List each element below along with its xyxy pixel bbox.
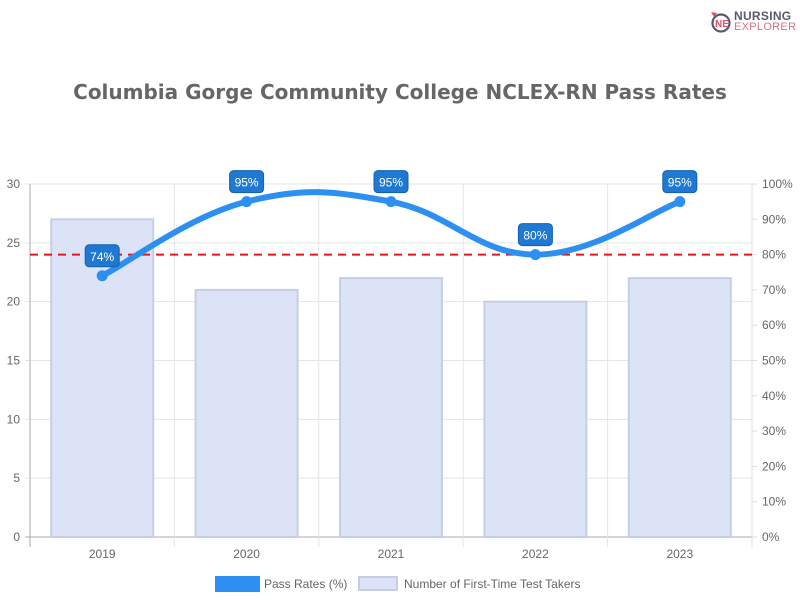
y-left-tick-label: 25 xyxy=(7,236,21,250)
legend-swatch-test-takers xyxy=(358,576,398,591)
nursing-explorer-logo: NE NURSING EXPLORER xyxy=(710,8,797,36)
logo-text-1: NURSING xyxy=(734,9,792,23)
x-tick-label: 2022 xyxy=(522,547,549,561)
data-label: 95% xyxy=(379,176,403,190)
data-label: 80% xyxy=(523,229,547,243)
data-label: 95% xyxy=(235,176,259,190)
bar-2023 xyxy=(627,277,732,538)
data-label-box xyxy=(662,170,698,194)
x-tick-label: 2019 xyxy=(89,547,116,561)
legend-label-pass-rates: Pass Rates (%) xyxy=(264,577,347,591)
pass-rate-point-2023 xyxy=(674,196,686,208)
y-left-tick-label: 5 xyxy=(13,471,20,485)
chart-title: Columbia Gorge Community College NCLEX-R… xyxy=(73,80,727,104)
y-right-tick-label: 30% xyxy=(762,424,786,438)
y-right-tick-label: 10% xyxy=(762,495,786,509)
y-right-tick-label: 70% xyxy=(762,283,786,297)
logo-icon: NE xyxy=(711,12,731,33)
bar-2021 xyxy=(339,277,443,538)
data-label-box xyxy=(517,223,553,247)
y-right-tick-label: 90% xyxy=(762,212,786,226)
y-left-tick-label: 10 xyxy=(7,412,21,426)
data-label-box xyxy=(373,170,409,194)
y-left-tick-label: 30 xyxy=(7,177,21,191)
y-right-tick-label: 50% xyxy=(762,354,786,368)
pass-rate-point-2022 xyxy=(529,249,541,261)
pass-rate-point-2019 xyxy=(96,270,108,282)
y-right-tick-label: 40% xyxy=(762,389,786,403)
y-left-tick-label: 15 xyxy=(7,354,21,368)
y-left-tick-label: 20 xyxy=(7,295,21,309)
data-label-box xyxy=(84,244,120,268)
pass-rate-point-2021 xyxy=(385,196,397,208)
x-tick-label: 2020 xyxy=(233,547,260,561)
data-label-box xyxy=(229,170,265,194)
y-right-tick-label: 0% xyxy=(762,530,780,544)
y-right-tick-label: 60% xyxy=(762,318,786,332)
svg-text:NE: NE xyxy=(715,19,729,30)
legend-swatch-pass-rates xyxy=(215,576,260,592)
x-tick-label: 2023 xyxy=(666,547,693,561)
y-left-tick-label: 0 xyxy=(13,530,20,544)
y-right-tick-label: 80% xyxy=(762,248,786,262)
bar-2022 xyxy=(483,300,588,538)
x-tick-label: 2021 xyxy=(378,547,405,561)
pass-rate-point-2020 xyxy=(241,196,253,208)
y-right-tick-label: 20% xyxy=(762,459,786,473)
data-label: 95% xyxy=(668,176,692,190)
data-label: 74% xyxy=(90,250,114,264)
bar-2020 xyxy=(194,288,299,538)
logo-text-2: EXPLORER xyxy=(734,21,797,33)
y-right-tick-label: 100% xyxy=(762,177,793,191)
legend-label-test-takers: Number of First-Time Test Takers xyxy=(404,577,580,591)
